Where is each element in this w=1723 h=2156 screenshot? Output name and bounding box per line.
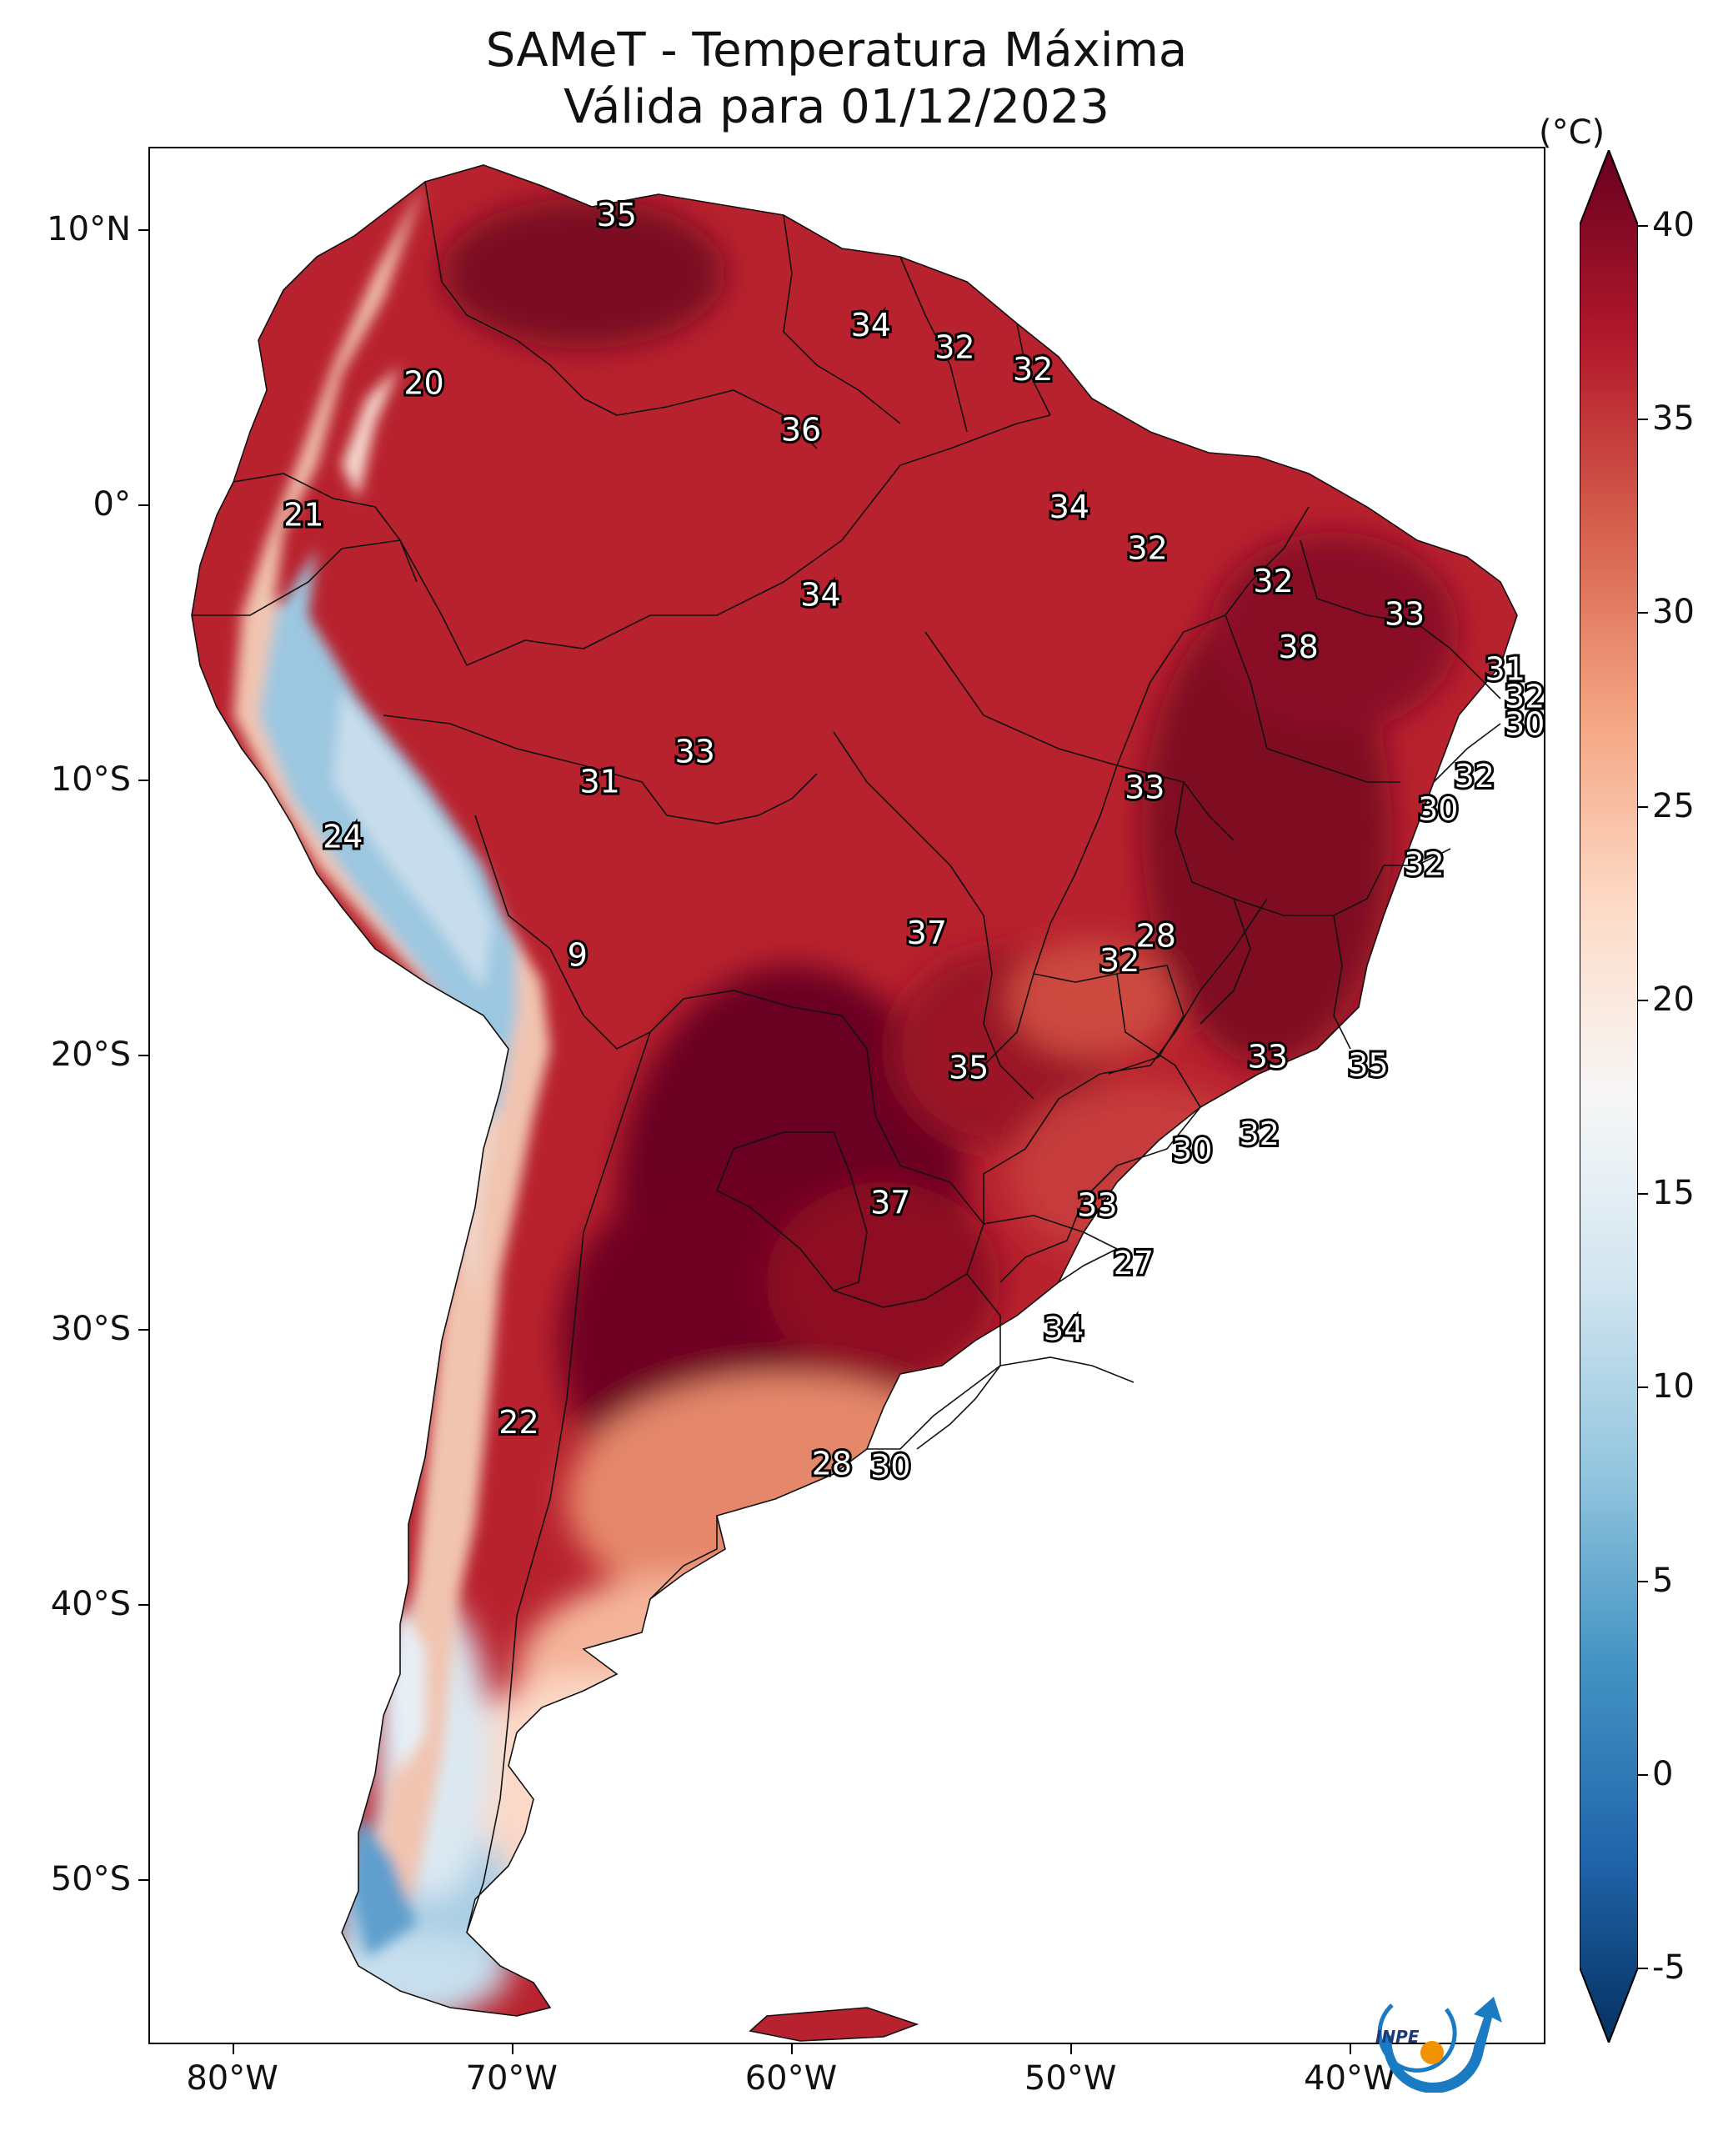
colorbar	[1580, 150, 1638, 2043]
temperature-point-label: 32	[1253, 563, 1293, 599]
colorbar-tick	[1638, 1193, 1648, 1196]
temperature-point-label: 30	[870, 1448, 910, 1485]
colorbar-tick-label: 15	[1652, 1174, 1695, 1213]
inpe-logo: INPE	[1375, 1997, 1502, 2093]
map-frame: 35 34 32 32 20 36 34 21 32 32 34 33 38 31 32 30 33 31 32 33…	[148, 147, 1545, 2044]
temperature-point-label: 27	[1114, 1245, 1154, 1281]
colorbar-tick	[1638, 999, 1648, 1001]
temperature-point-label: 32	[934, 328, 974, 365]
colorbar-tick-label: 30	[1652, 593, 1695, 632]
temperature-point-label: 32	[1404, 846, 1444, 883]
map-title: SAMeT - Temperatura Máxima	[485, 23, 1188, 78]
temperature-point-label: 31	[1485, 650, 1525, 687]
latitude-tick	[138, 779, 148, 781]
temperature-point-label: 30	[1505, 705, 1545, 742]
colorbar-unit: (°C)	[1539, 113, 1605, 152]
temperature-point-label: 38	[1278, 629, 1318, 665]
temperature-point-label: 33	[1248, 1039, 1288, 1075]
colorbar-tick-label: 25	[1652, 786, 1695, 825]
longitude-tick	[1070, 2044, 1073, 2054]
temperature-point-label: 34	[1044, 1311, 1084, 1347]
latitude-tick-label: 20°S	[50, 1035, 131, 1074]
colorbar-tick	[1638, 1386, 1648, 1389]
temperature-point-label: 32	[1455, 758, 1495, 795]
temperature-point-label: 35	[597, 197, 637, 233]
temperature-field	[192, 165, 1517, 2041]
temperature-point-label: 30	[1418, 791, 1458, 828]
latitude-tick-label: 50°S	[50, 1860, 131, 1899]
longitude-tick-label: 60°W	[744, 2059, 838, 2098]
latitude-tick-label: 10°N	[47, 209, 131, 248]
longitude-tick	[790, 2044, 793, 2054]
temperature-point-label: 9	[568, 936, 588, 973]
latitude-tick	[138, 1879, 148, 1882]
latitude-tick	[138, 1604, 148, 1607]
temperature-point-label: 34	[800, 576, 840, 613]
latitude-tick-label: 10°S	[50, 760, 131, 799]
longitude-tick-label: 40°W	[1304, 2059, 1396, 2098]
temperature-point-label: 33	[1124, 769, 1165, 805]
colorbar-tick	[1638, 805, 1648, 808]
temperature-point-label: 32	[1240, 1116, 1280, 1152]
colorbar-tick	[1638, 225, 1648, 227]
temperature-point-label: 28	[1136, 917, 1176, 954]
temperature-point-label: 28	[812, 1446, 852, 1482]
colorbar-tick-label: 20	[1652, 980, 1695, 1019]
temperature-point-label: 35	[949, 1050, 989, 1086]
logo-text: INPE	[1375, 2027, 1420, 2047]
temperature-point-label: 21	[283, 497, 323, 534]
temperature-point-label: 34	[1049, 489, 1089, 525]
latitude-tick-label: 0°	[93, 484, 131, 524]
colorbar-tick	[1638, 612, 1648, 614]
temperature-point-label: 37	[907, 915, 947, 951]
colorbar-tick-label: 5	[1652, 1561, 1674, 1600]
latitude-tick-label: 30°S	[50, 1310, 131, 1349]
colorbar-tick	[1638, 419, 1648, 421]
longitude-tick-label: 50°W	[1024, 2059, 1117, 2098]
temperature-point-label: 37	[870, 1184, 910, 1221]
colorbar-tick-label: 0	[1652, 1754, 1674, 1793]
colorbar-tick	[1638, 1968, 1648, 1969]
temperature-point-label: 34	[851, 307, 891, 343]
temperature-point-label: 35	[1348, 1046, 1388, 1083]
longitude-tick	[511, 2044, 513, 2054]
colorbar-tick	[1638, 1580, 1648, 1582]
temperature-point-label: 22	[498, 1404, 538, 1441]
map-subtitle: Válida para 01/12/2023	[563, 80, 1109, 134]
temperature-point-label: 30	[1172, 1132, 1212, 1169]
longitude-tick	[1350, 2044, 1352, 2054]
colorbar-tick-label: 10	[1652, 1367, 1695, 1406]
temperature-point-label: 32	[1505, 678, 1545, 714]
temperature-point-label: 24	[323, 819, 363, 855]
latitude-tick-label: 40°S	[50, 1585, 131, 1624]
country-borders	[191, 164, 1518, 2042]
colorbar-ramp	[1580, 150, 1638, 2043]
temperature-point-label: 33	[1077, 1187, 1117, 1224]
colorbar-tick-label: 40	[1652, 206, 1695, 244]
latitude-tick	[138, 504, 148, 506]
temperature-point-label: 31	[579, 764, 619, 800]
longitude-tick-label: 70°W	[465, 2059, 558, 2098]
colorbar-tick-label: 35	[1652, 399, 1695, 439]
colorbar-tick-label: -5	[1652, 1948, 1685, 1987]
latitude-tick	[138, 1054, 148, 1056]
longitude-tick	[232, 2044, 234, 2054]
temperature-point-label: 36	[781, 411, 821, 448]
latitude-tick	[138, 228, 148, 231]
temperature-point-label: 32	[1127, 529, 1167, 566]
temperature-point-label: 32	[1099, 942, 1139, 979]
longitude-tick-label: 80°W	[186, 2059, 278, 2098]
latitude-tick	[138, 1329, 148, 1331]
temperature-point-label: 33	[674, 733, 714, 770]
temperature-point-label: 20	[403, 364, 443, 401]
colorbar-tick	[1638, 1773, 1648, 1776]
temperature-point-label: 32	[1013, 351, 1053, 388]
temperature-point-label: 33	[1385, 595, 1425, 632]
